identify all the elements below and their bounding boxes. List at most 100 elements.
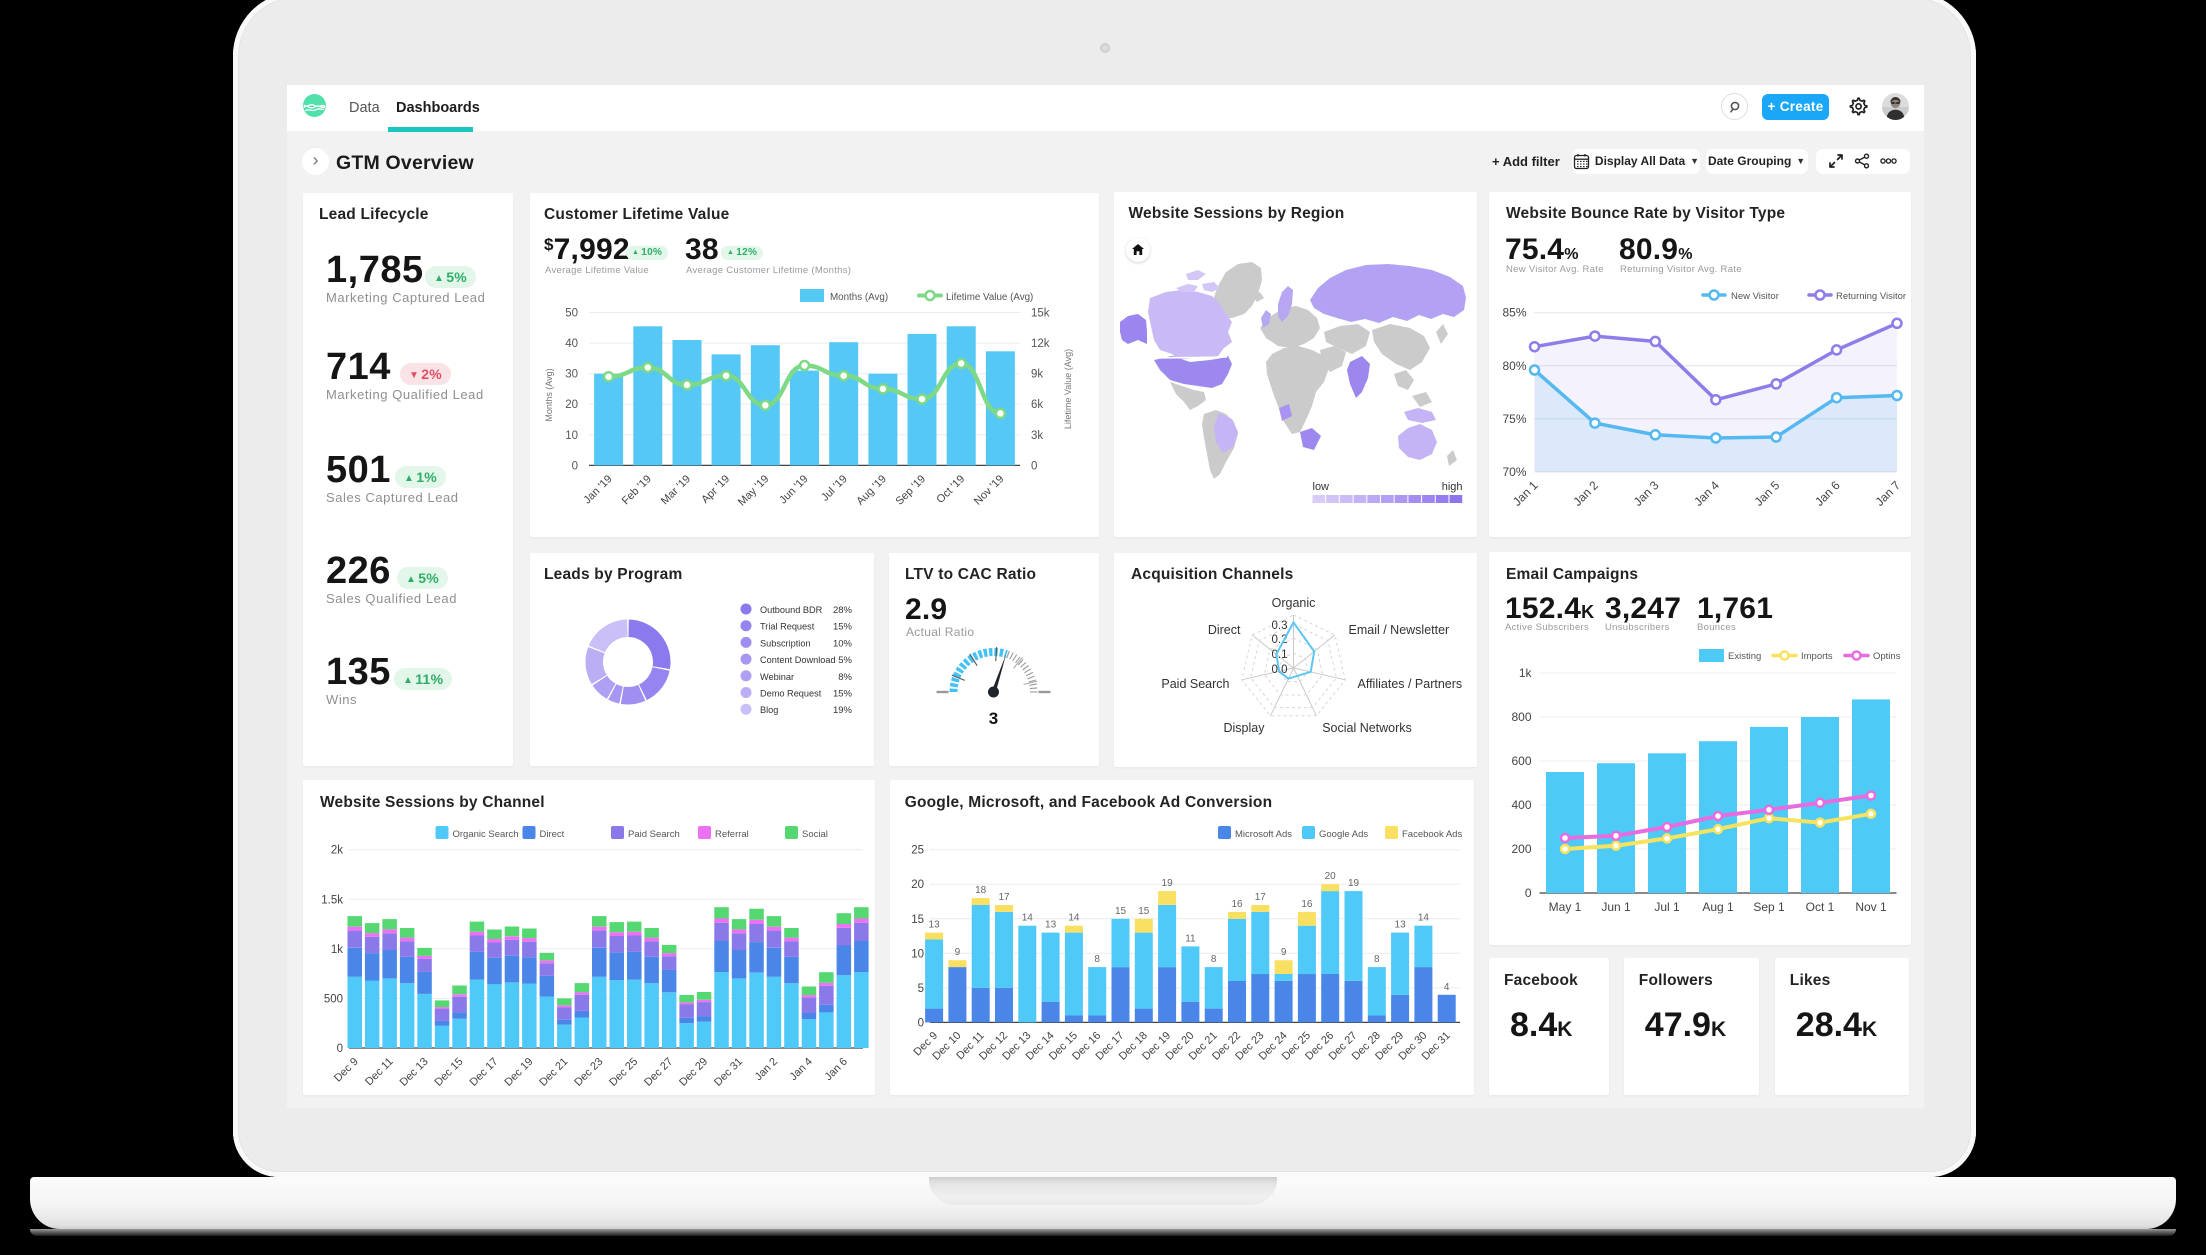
svg-text:14: 14	[1068, 913, 1080, 924]
svg-text:Optins: Optins	[1873, 651, 1901, 662]
svg-text:low: low	[1312, 481, 1329, 493]
svg-text:Organic Search: Organic Search	[453, 829, 519, 840]
svg-text:Jan 3: Jan 3	[1631, 478, 1662, 509]
svg-text:4: 4	[1444, 982, 1450, 993]
svg-text:Jan 4: Jan 4	[787, 1056, 815, 1084]
svg-text:Subscription: Subscription	[760, 638, 811, 648]
svg-text:0: 0	[1525, 886, 1532, 900]
svg-text:Social Networks: Social Networks	[1322, 721, 1412, 735]
svg-text:2k: 2k	[331, 845, 343, 857]
svg-text:14: 14	[1021, 913, 1033, 924]
svg-text:Jan '19: Jan '19	[581, 473, 614, 506]
svg-text:0: 0	[572, 460, 578, 472]
svg-text:Referral: Referral	[715, 829, 749, 840]
svg-text:20: 20	[911, 879, 924, 891]
svg-text:Microsoft Ads: Microsoft Ads	[1235, 829, 1292, 840]
svg-text:13: 13	[1045, 920, 1057, 931]
svg-text:Months (Avg): Months (Avg)	[544, 368, 554, 421]
svg-text:Jan 4: Jan 4	[1691, 478, 1722, 509]
svg-text:Dec 19: Dec 19	[502, 1056, 535, 1089]
svg-text:Jan 6: Jan 6	[822, 1056, 850, 1084]
svg-text:800: 800	[1511, 710, 1531, 724]
svg-text:Lifetime Value (Avg): Lifetime Value (Avg)	[1063, 349, 1073, 429]
svg-text:16: 16	[1231, 899, 1243, 910]
svg-text:5%: 5%	[838, 655, 852, 666]
svg-text:200: 200	[1511, 842, 1531, 856]
svg-text:3: 3	[989, 709, 998, 728]
svg-text:Dec 17: Dec 17	[467, 1056, 500, 1089]
svg-text:8: 8	[1374, 954, 1380, 965]
svg-text:75%: 75%	[1502, 412, 1526, 426]
svg-text:20: 20	[565, 399, 578, 411]
svg-text:New Visitor: New Visitor	[1731, 291, 1779, 302]
svg-text:Organic: Organic	[1271, 596, 1315, 610]
svg-text:Dec 11: Dec 11	[363, 1056, 396, 1089]
svg-text:Facebook Ads: Facebook Ads	[1402, 829, 1462, 840]
svg-text:May 1: May 1	[1549, 900, 1582, 914]
svg-text:18: 18	[975, 885, 987, 896]
svg-text:0.3: 0.3	[1271, 620, 1287, 632]
svg-text:25: 25	[911, 845, 924, 857]
svg-text:11: 11	[1185, 933, 1196, 944]
svg-text:Jan 6: Jan 6	[1812, 478, 1843, 509]
svg-text:Direct: Direct	[540, 829, 565, 840]
svg-text:high: high	[1441, 481, 1462, 493]
svg-text:50: 50	[565, 308, 578, 320]
svg-text:0: 0	[1031, 460, 1037, 472]
svg-text:May '19: May '19	[736, 473, 771, 508]
svg-text:9: 9	[954, 947, 960, 958]
svg-text:15%: 15%	[833, 689, 853, 700]
svg-text:Jan 2: Jan 2	[1570, 478, 1601, 509]
svg-text:10: 10	[565, 430, 578, 442]
svg-text:Jan 1: Jan 1	[1510, 478, 1541, 509]
svg-text:400: 400	[1511, 798, 1531, 812]
svg-text:40: 40	[565, 338, 578, 350]
svg-text:Apr '19: Apr '19	[699, 473, 732, 506]
svg-text:Months (Avg): Months (Avg)	[830, 292, 888, 303]
svg-text:Paid Search: Paid Search	[628, 829, 680, 840]
svg-text:1.5k: 1.5k	[321, 894, 343, 906]
svg-text:600: 600	[1511, 754, 1531, 768]
svg-text:15: 15	[911, 914, 924, 926]
svg-text:85%: 85%	[1502, 306, 1526, 320]
svg-text:5: 5	[917, 983, 923, 995]
svg-text:6k: 6k	[1031, 399, 1043, 411]
svg-text:Social: Social	[802, 829, 828, 840]
svg-text:Aug '19: Aug '19	[854, 473, 889, 508]
svg-text:Direct: Direct	[1207, 623, 1240, 637]
svg-text:3k: 3k	[1031, 430, 1043, 442]
svg-text:Sep 1: Sep 1	[1753, 900, 1785, 914]
svg-text:0: 0	[917, 1017, 923, 1029]
svg-text:Jul 1: Jul 1	[1654, 900, 1680, 914]
svg-text:19%: 19%	[833, 705, 853, 716]
svg-text:Jun '19: Jun '19	[777, 473, 810, 506]
svg-text:Dec 13: Dec 13	[398, 1056, 431, 1089]
svg-text:10: 10	[911, 948, 924, 960]
svg-text:15%: 15%	[833, 622, 853, 633]
svg-text:Mar '19: Mar '19	[659, 473, 693, 507]
svg-text:Jan 2: Jan 2	[753, 1056, 781, 1084]
svg-text:Jul '19: Jul '19	[819, 473, 850, 504]
svg-text:1k: 1k	[1519, 666, 1533, 680]
svg-text:Returning Visitor: Returning Visitor	[1836, 291, 1906, 302]
svg-text:Dec 15: Dec 15	[432, 1056, 465, 1089]
svg-text:Demo Request: Demo Request	[760, 689, 822, 699]
svg-text:13: 13	[928, 920, 940, 931]
svg-text:Imports: Imports	[1801, 651, 1833, 662]
svg-text:Trial Request: Trial Request	[760, 622, 815, 632]
svg-text:19: 19	[1348, 878, 1360, 889]
svg-text:Display: Display	[1223, 721, 1265, 735]
svg-text:17: 17	[998, 892, 1010, 903]
svg-text:Nov 1: Nov 1	[1855, 900, 1887, 914]
svg-text:1k: 1k	[331, 944, 343, 956]
svg-text:16: 16	[1301, 899, 1313, 910]
svg-text:8: 8	[1211, 954, 1217, 965]
svg-text:9: 9	[1281, 947, 1287, 958]
svg-text:20: 20	[1324, 871, 1336, 882]
svg-text:Dec 31: Dec 31	[712, 1056, 745, 1089]
svg-text:70%: 70%	[1502, 465, 1526, 479]
svg-text:0.1: 0.1	[1271, 649, 1287, 661]
svg-text:80%: 80%	[1502, 359, 1526, 373]
svg-text:Jan 7: Jan 7	[1872, 478, 1903, 509]
svg-text:Jan 5: Jan 5	[1752, 478, 1783, 509]
